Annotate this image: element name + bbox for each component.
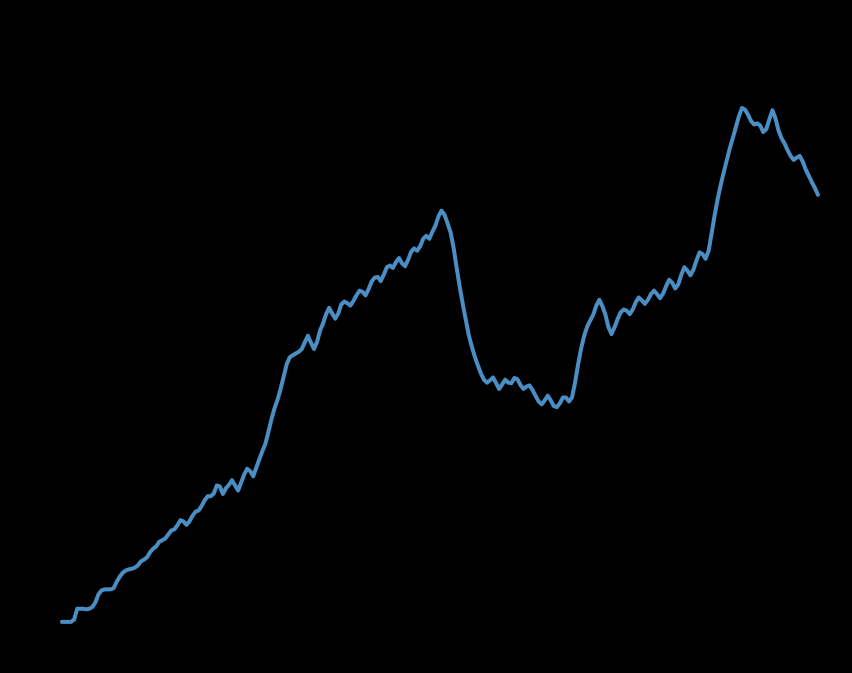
series-line-1 (60, 105, 820, 624)
series-group (60, 105, 820, 624)
